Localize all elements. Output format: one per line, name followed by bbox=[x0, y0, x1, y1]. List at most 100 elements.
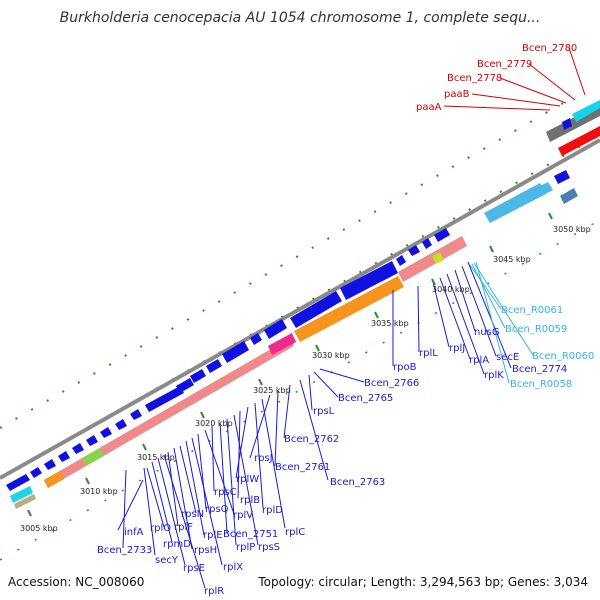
outer-dotted-ring bbox=[0, 101, 600, 479]
gene-label-red[interactable]: Bcen_2779 bbox=[477, 59, 532, 70]
gene-label[interactable]: nusG bbox=[474, 327, 500, 338]
forward-strand-genes[interactable] bbox=[6, 228, 450, 491]
gene-label[interactable]: rplL bbox=[419, 348, 438, 359]
gene-label[interactable]: rplE bbox=[203, 530, 223, 541]
gene-arrow[interactable] bbox=[176, 378, 194, 393]
gene-label[interactable]: rplP bbox=[236, 542, 255, 553]
gene-label-red[interactable]: Bcen_2778 bbox=[447, 73, 502, 84]
top-block-cyan[interactable] bbox=[572, 100, 600, 122]
gene-arrow[interactable] bbox=[100, 427, 112, 438]
gene-label[interactable]: rpmD bbox=[163, 539, 191, 550]
gene-label[interactable]: rpsL bbox=[313, 406, 335, 417]
gene-label[interactable]: rpsS bbox=[258, 542, 280, 553]
gene-arrow[interactable] bbox=[130, 409, 142, 420]
scale-tick-label: 3020 kbp bbox=[195, 419, 233, 428]
gene-label[interactable]: Bcen_2733 bbox=[97, 545, 152, 556]
trna-arrow[interactable] bbox=[528, 182, 553, 200]
gene-label[interactable]: rpoB bbox=[393, 362, 417, 373]
gene-label-red[interactable]: paaB bbox=[444, 89, 470, 100]
gene-label[interactable]: rplK bbox=[484, 370, 504, 381]
gene-arrow[interactable] bbox=[250, 333, 262, 345]
cyan-block[interactable] bbox=[10, 486, 33, 503]
gene-label-red[interactable]: Bcen_2780 bbox=[522, 43, 577, 54]
gene-arrow[interactable] bbox=[30, 467, 42, 478]
trna-labels[interactable]: Bcen_R0061 Bcen_R0059 Bcen_R0060 Bcen_R0… bbox=[501, 305, 594, 390]
gene-label[interactable]: rplJ bbox=[449, 343, 465, 354]
highlight-block[interactable] bbox=[82, 448, 104, 466]
gene-label[interactable]: rplF bbox=[174, 522, 193, 533]
gene-arrow[interactable] bbox=[434, 228, 450, 242]
trna-label[interactable]: Bcen_R0059 bbox=[505, 324, 567, 335]
trna-arrow[interactable] bbox=[554, 170, 570, 184]
trna-label[interactable]: Bcen_R0061 bbox=[501, 305, 563, 316]
gene-label[interactable]: rplR bbox=[204, 586, 224, 597]
gene-arrow[interactable] bbox=[44, 459, 56, 470]
gene-label[interactable]: Bcen_2751 bbox=[223, 529, 278, 540]
gene-label[interactable]: Bcen_2762 bbox=[284, 434, 339, 445]
gene-label[interactable]: Bcen_2763 bbox=[330, 477, 385, 488]
gene-arrow[interactable] bbox=[58, 451, 70, 462]
gene-label[interactable]: Bcen_2765 bbox=[338, 393, 393, 404]
scale-tick-label: 3025 kbp bbox=[253, 386, 291, 395]
olive-block[interactable] bbox=[14, 494, 36, 509]
upper-genes[interactable] bbox=[484, 100, 600, 223]
gene-label[interactable]: infA bbox=[124, 527, 144, 538]
gene-arrow[interactable] bbox=[222, 341, 249, 363]
gene-arrow[interactable] bbox=[206, 359, 222, 373]
gene-arrow[interactable] bbox=[145, 386, 184, 412]
scale-tick-label: 3050 kbp bbox=[553, 225, 591, 234]
gene-arrow[interactable] bbox=[396, 255, 406, 266]
gene-arrow[interactable] bbox=[408, 245, 420, 256]
gene-labels[interactable]: infA Bcen_2733 secY rplO rpmD rpsE rplR … bbox=[97, 327, 567, 597]
gene-label[interactable]: rpsJ bbox=[254, 453, 273, 464]
gene-arrow[interactable] bbox=[340, 261, 398, 300]
trna-arrow[interactable] bbox=[560, 188, 578, 204]
gene-label[interactable]: rpsN bbox=[181, 509, 204, 520]
ribosomal-operon-block[interactable] bbox=[44, 338, 294, 488]
gene-arrow[interactable] bbox=[6, 474, 30, 491]
highlight-block[interactable] bbox=[44, 471, 64, 488]
gene-arrow[interactable] bbox=[290, 291, 342, 328]
scale-tick-label: 3035 kbp bbox=[371, 319, 409, 328]
scale-tick-label: 3030 kbp bbox=[312, 351, 350, 360]
top-block-blue[interactable] bbox=[562, 118, 572, 130]
top-gene-labels[interactable]: Bcen_2780 Bcen_2779 Bcen_2778 paaB paaA bbox=[416, 43, 577, 113]
highlight-block[interactable] bbox=[432, 252, 444, 264]
trna-label[interactable]: Bcen_R0058 bbox=[510, 379, 572, 390]
gene-label[interactable]: rplW bbox=[236, 474, 259, 485]
scale-labels: 3005 kbp 3010 kbp 3015 kbp 3020 kbp 3025… bbox=[20, 225, 591, 533]
trna-label[interactable]: Bcen_R0060 bbox=[532, 351, 594, 362]
gene-arrow[interactable] bbox=[422, 238, 432, 249]
top-block-red[interactable] bbox=[558, 126, 600, 156]
scale-tick-label: 3045 kbp bbox=[493, 255, 531, 264]
reverse-strand-blocks[interactable] bbox=[10, 236, 467, 509]
gene-label[interactable]: rplO bbox=[150, 523, 171, 534]
gene-label[interactable]: rplC bbox=[285, 527, 305, 538]
gene-label[interactable]: rpsC bbox=[214, 487, 237, 498]
gene-label[interactable]: rplD bbox=[262, 505, 283, 516]
highlight-block[interactable] bbox=[268, 333, 296, 355]
gene-label[interactable]: rpsQ bbox=[205, 504, 229, 515]
gene-arrow[interactable] bbox=[264, 319, 287, 339]
gene-label[interactable]: secY bbox=[155, 555, 179, 566]
chromosome-backbone bbox=[0, 138, 600, 480]
gene-label[interactable]: secE bbox=[496, 352, 519, 363]
gene-label-red[interactable]: paaA bbox=[416, 102, 442, 113]
gene-arrow[interactable] bbox=[72, 443, 84, 454]
gene-arrow[interactable] bbox=[115, 419, 127, 430]
ribosomal-block-right[interactable] bbox=[398, 236, 467, 282]
gene-label[interactable]: rplX bbox=[223, 562, 243, 573]
gene-label[interactable]: rplA bbox=[469, 355, 489, 366]
gene-arrow[interactable] bbox=[86, 435, 98, 446]
gene-label[interactable]: rplV bbox=[233, 510, 253, 521]
scale-tick-label: 3040 kbp bbox=[432, 285, 470, 294]
gene-label[interactable]: Bcen_2761 bbox=[275, 462, 330, 473]
gene-label[interactable]: rplB bbox=[240, 495, 260, 506]
rpoB-block[interactable] bbox=[294, 276, 404, 342]
gene-arrow[interactable] bbox=[190, 369, 206, 383]
gene-label[interactable]: Bcen_2774 bbox=[512, 364, 567, 375]
gene-label[interactable]: rpsE bbox=[183, 563, 205, 574]
gene-label[interactable]: rpsH bbox=[194, 545, 217, 556]
gene-label[interactable]: Bcen_2766 bbox=[364, 378, 419, 389]
